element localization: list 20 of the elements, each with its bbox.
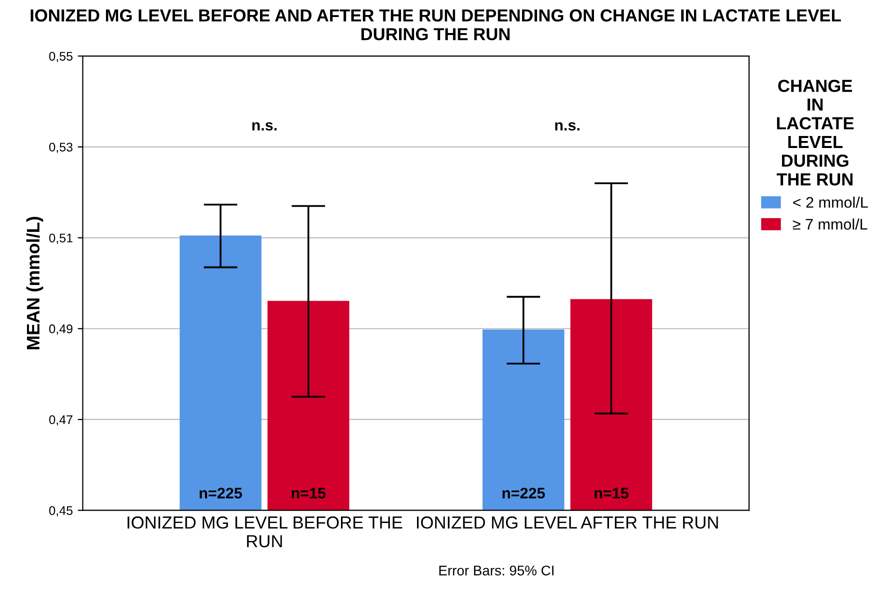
x-tick-label: IONIZED MG LEVEL AFTER THE RUN <box>417 516 718 529</box>
annotation: n.s. <box>252 122 277 131</box>
legend-label: ≥ 7 mmol/L <box>792 218 868 230</box>
legend-title: CHANGE IN LACTATE LEVEL DURING THE RUN <box>776 80 854 186</box>
y-axis-title: MEAN (mmol/L) <box>26 216 44 350</box>
y-tick-label: 0,49 <box>49 324 72 335</box>
x-tick-label: IONIZED MG LEVEL BEFORE THE RUN <box>128 516 402 548</box>
annotation: n=225 <box>502 488 545 499</box>
annotation: n=15 <box>594 488 628 499</box>
annotation: n=225 <box>200 488 242 499</box>
chart-title: IONIZED MG LEVEL BEFORE AND AFTER THE RUN DEPENDING ON CHANGE IN LACTATE LEVEL DURING THE RUN <box>30 9 841 40</box>
legend-label: < 2 mmol/L <box>793 196 868 208</box>
y-tick-label: 0,55 <box>49 52 72 62</box>
y-tick-label: 0,53 <box>49 142 72 154</box>
y-tick-label: 0,45 <box>49 506 72 516</box>
y-tick-label: 0,51 <box>49 234 72 244</box>
annotation: n.s. <box>555 122 580 131</box>
y-tick-label: 0,47 <box>49 415 72 426</box>
text: Error Bars: 95% CI <box>439 566 554 576</box>
annotation: n=15 <box>292 488 326 499</box>
